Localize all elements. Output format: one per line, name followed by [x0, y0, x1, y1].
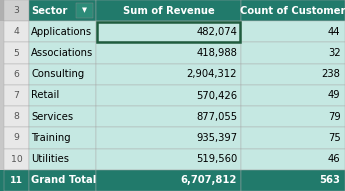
Bar [0, 127, 4, 149]
Bar [76, 3, 93, 18]
Bar [0, 21, 4, 42]
Text: Retail: Retail [31, 91, 60, 100]
Bar [241, 149, 345, 170]
Bar [4, 85, 29, 106]
Text: 44: 44 [328, 27, 341, 37]
Bar [96, 0, 241, 21]
Bar [96, 64, 241, 85]
Text: 75: 75 [328, 133, 341, 143]
Text: 3: 3 [13, 6, 20, 15]
Bar [4, 170, 29, 191]
Text: ▼: ▼ [82, 8, 87, 14]
Text: 563: 563 [319, 175, 341, 185]
Text: 2,904,312: 2,904,312 [187, 69, 237, 79]
Text: 238: 238 [322, 69, 341, 79]
Bar [29, 0, 96, 21]
Text: 7: 7 [13, 91, 20, 100]
Bar [96, 127, 241, 149]
Bar [241, 21, 345, 42]
Bar [4, 21, 29, 42]
Bar [0, 0, 4, 21]
Bar [96, 85, 241, 106]
Text: 10: 10 [11, 155, 22, 164]
Bar [0, 64, 4, 85]
Bar [96, 21, 241, 42]
Text: Applications: Applications [31, 27, 92, 37]
Text: 6,707,812: 6,707,812 [181, 175, 237, 185]
Bar [241, 170, 345, 191]
Text: 570,426: 570,426 [196, 91, 237, 100]
Text: 482,074: 482,074 [196, 27, 237, 37]
Text: 46: 46 [328, 154, 341, 164]
Text: 9: 9 [13, 134, 20, 142]
Bar [96, 42, 241, 64]
Bar [29, 21, 96, 42]
Bar [0, 149, 4, 170]
Text: Consulting: Consulting [31, 69, 85, 79]
Bar [97, 22, 240, 42]
Text: Associations: Associations [31, 48, 93, 58]
Text: Services: Services [31, 112, 73, 122]
Text: 32: 32 [328, 48, 341, 58]
Text: 877,055: 877,055 [196, 112, 237, 122]
Bar [0, 85, 4, 106]
Bar [96, 149, 241, 170]
Bar [4, 64, 29, 85]
Text: Utilities: Utilities [31, 154, 69, 164]
Text: 8: 8 [13, 112, 20, 121]
Text: 4: 4 [13, 27, 20, 36]
Text: 519,560: 519,560 [196, 154, 237, 164]
Bar [29, 106, 96, 127]
Bar [29, 42, 96, 64]
Text: 11: 11 [10, 176, 23, 185]
Bar [4, 0, 29, 21]
Bar [29, 64, 96, 85]
Bar [0, 42, 4, 64]
Text: 935,397: 935,397 [196, 133, 237, 143]
Bar [241, 106, 345, 127]
Bar [4, 127, 29, 149]
Bar [4, 42, 29, 64]
Bar [0, 170, 4, 191]
Text: Sum of Revenue: Sum of Revenue [123, 6, 215, 16]
Bar [29, 170, 96, 191]
Text: Count of Customer: Count of Customer [240, 6, 345, 16]
Bar [241, 64, 345, 85]
Bar [96, 106, 241, 127]
Text: Grand Total: Grand Total [31, 175, 97, 185]
Text: 79: 79 [328, 112, 341, 122]
Text: 5: 5 [14, 49, 19, 57]
Text: Sector: Sector [31, 6, 68, 16]
Text: Training: Training [31, 133, 71, 143]
Text: 418,988: 418,988 [196, 48, 237, 58]
Bar [4, 149, 29, 170]
Bar [29, 149, 96, 170]
Bar [241, 85, 345, 106]
Bar [241, 127, 345, 149]
Bar [241, 42, 345, 64]
Bar [4, 106, 29, 127]
Bar [241, 0, 345, 21]
Bar [0, 106, 4, 127]
Text: 49: 49 [328, 91, 341, 100]
Text: 6: 6 [13, 70, 20, 79]
Bar [96, 170, 241, 191]
Bar [29, 85, 96, 106]
Bar [29, 127, 96, 149]
